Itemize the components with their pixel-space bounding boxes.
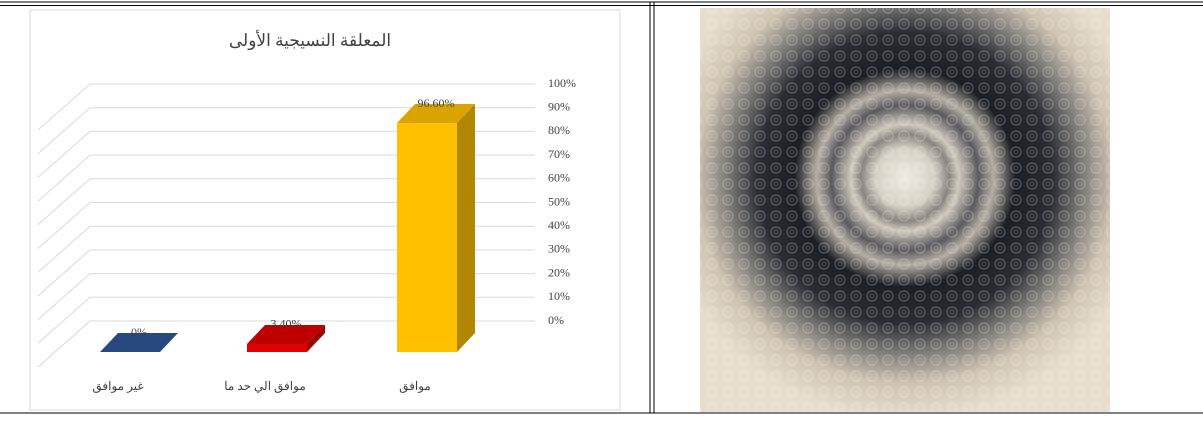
y-tick-label: 50% — [548, 194, 570, 208]
page: المعلقة النسيجية الأولى 0% 10% 20% 30% 40% 50… — [0, 0, 1203, 416]
value-label: 0% — [131, 325, 147, 339]
value-label: 3.40% — [271, 317, 302, 331]
y-tick-label: 30% — [548, 242, 570, 256]
y-tick-label: 100% — [548, 76, 576, 90]
x-tick-label: موافق — [399, 379, 431, 393]
y-tick-label: 10% — [548, 289, 570, 303]
y-tick-label: 60% — [548, 171, 570, 185]
y-tick-label: 0% — [548, 313, 564, 327]
bar — [247, 344, 307, 352]
y-tick-label: 70% — [548, 147, 570, 161]
bar-side — [457, 104, 475, 352]
y-tick-label: 20% — [548, 265, 570, 279]
y-tick-label: 80% — [548, 123, 570, 137]
photo — [700, 8, 1110, 412]
x-tick-label: غير موافق — [92, 379, 143, 393]
x-tick-label: موافق الي حد ما — [224, 379, 306, 393]
bar — [397, 123, 457, 352]
chart-title: المعلقة النسيجية الأولى — [229, 30, 391, 51]
y-tick-label: 90% — [548, 99, 570, 113]
value-label: 96.60% — [418, 96, 455, 110]
y-tick-label: 40% — [548, 218, 570, 232]
